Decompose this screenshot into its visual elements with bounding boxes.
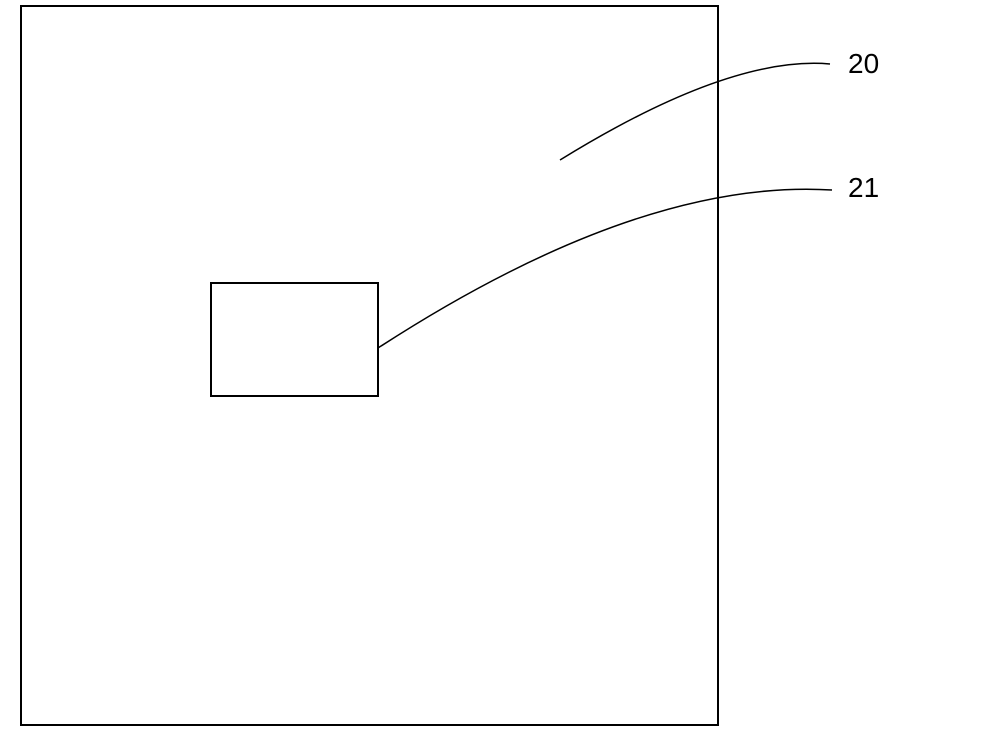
- diagram-canvas: [0, 0, 1000, 731]
- label-21: 21: [848, 172, 879, 204]
- outer-rect: [21, 6, 718, 725]
- leader-21: [378, 189, 832, 348]
- leader-20: [560, 63, 830, 160]
- label-20: 20: [848, 48, 879, 80]
- inner-rect: [211, 283, 378, 396]
